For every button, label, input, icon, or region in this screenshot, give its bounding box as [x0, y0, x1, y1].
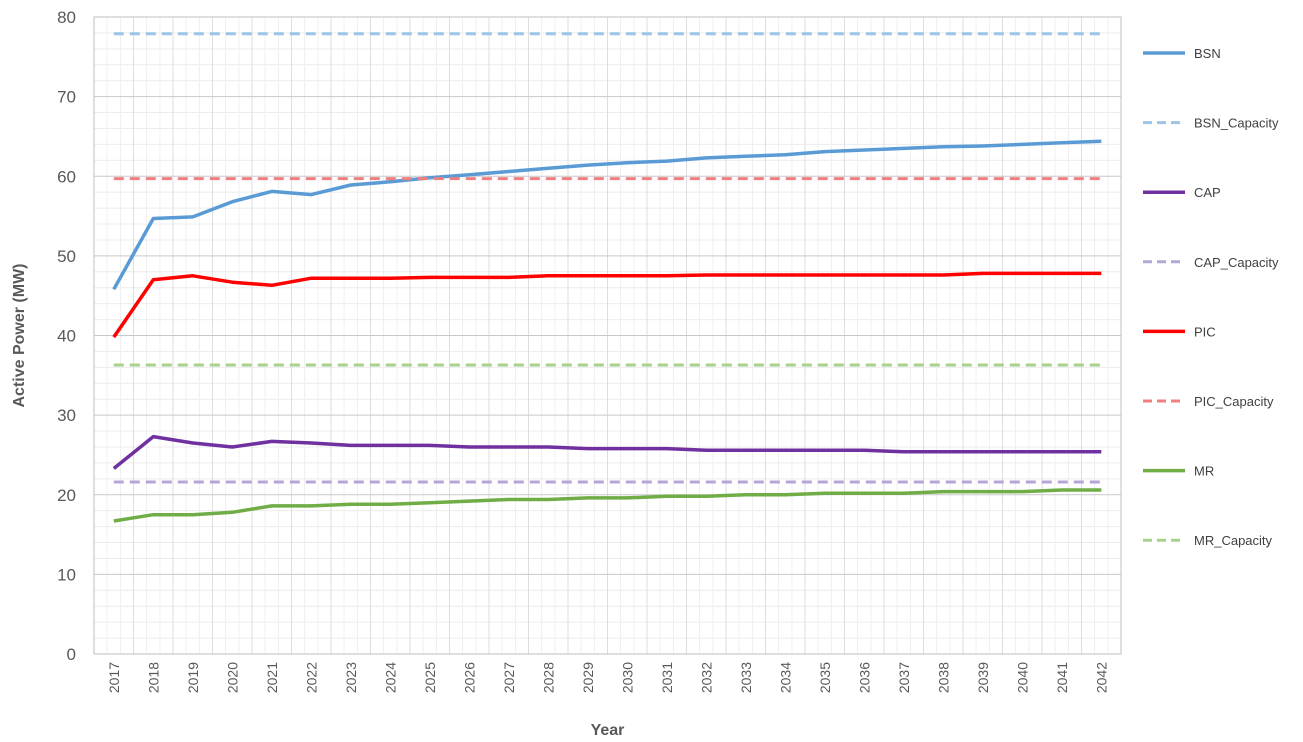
- x-tick-label: 2037: [896, 662, 912, 693]
- x-tick-label: 2022: [303, 662, 319, 693]
- x-axis-tick-labels: 2017 2018 2019 2020 2021 2022 2023 2024 2025 2026…: [106, 662, 1110, 693]
- x-tick-label: 2026: [461, 662, 477, 693]
- x-tick-label: 2023: [343, 662, 359, 693]
- x-tick-label: 2029: [580, 662, 596, 693]
- x-tick-label: 2028: [540, 662, 556, 693]
- x-tick-label: 2019: [185, 662, 201, 693]
- x-axis-title: Year: [591, 722, 625, 739]
- series-line-bsn: [112, 139, 1102, 291]
- series-line-mr: [113, 488, 1102, 523]
- x-tick-label: 2033: [738, 662, 754, 693]
- legend-label: BSN: [1194, 46, 1221, 61]
- legend-item-pic: PIC: [1143, 324, 1216, 339]
- x-tick-label: 2017: [106, 662, 122, 693]
- legend-item-pic-capacity: PIC_Capacity: [1143, 394, 1274, 409]
- legend-label: MR: [1194, 464, 1214, 479]
- legend-label: BSN_Capacity: [1194, 116, 1279, 131]
- y-tick-label: 80: [57, 8, 76, 27]
- y-tick-label: 0: [67, 645, 76, 664]
- legend-label: MR_Capacity: [1194, 533, 1273, 548]
- x-tick-label: 2039: [975, 662, 991, 693]
- series-lines: [112, 32, 1102, 523]
- x-tick-label: 2030: [619, 662, 635, 693]
- legend-item-mr: MR: [1143, 464, 1214, 479]
- legend-item-cap: CAP: [1143, 185, 1221, 200]
- x-tick-label: 2018: [145, 662, 161, 693]
- x-tick-label: 2024: [382, 662, 398, 693]
- x-tick-label: 2027: [501, 662, 517, 693]
- y-axis-tick-labels: 0 10 20 30 40 50 60 70 80: [57, 8, 76, 664]
- x-tick-label: 2041: [1054, 662, 1070, 693]
- x-tick-label: 2034: [777, 662, 793, 693]
- legend-item-mr-capacity: MR_Capacity: [1143, 533, 1273, 548]
- legend-item-cap-capacity: CAP_Capacity: [1143, 255, 1279, 270]
- y-tick-label: 50: [57, 247, 76, 266]
- x-tick-label: 2038: [935, 662, 951, 693]
- series-line-cap: [112, 434, 1102, 470]
- legend-label: PIC_Capacity: [1194, 394, 1274, 409]
- legend: BSN BSN_Capacity CAP CAP_Capacity PIC PIC_Cap…: [1143, 46, 1279, 548]
- series-line-pic: [112, 271, 1102, 339]
- x-tick-label: 2042: [1093, 662, 1109, 693]
- plot-area-frame: [93, 16, 1122, 655]
- x-tick-label: 2040: [1014, 662, 1030, 693]
- x-tick-label: 2035: [817, 662, 833, 693]
- legend-item-bsn-capacity: BSN_Capacity: [1143, 116, 1279, 131]
- y-tick-label: 60: [57, 167, 76, 186]
- x-tick-label: 2020: [224, 662, 240, 693]
- y-tick-label: 20: [57, 486, 76, 505]
- x-tick-label: 2031: [659, 662, 675, 693]
- y-tick-label: 10: [57, 565, 76, 584]
- y-tick-label: 30: [57, 406, 76, 425]
- legend-label: CAP: [1194, 185, 1221, 200]
- x-tick-label: 2021: [264, 662, 280, 693]
- legend-label: PIC: [1194, 324, 1216, 339]
- x-tick-label: 2032: [698, 662, 714, 693]
- legend-item-bsn: BSN: [1143, 46, 1221, 61]
- legend-label: CAP_Capacity: [1194, 255, 1279, 270]
- y-tick-label: 70: [57, 88, 76, 107]
- x-tick-label: 2025: [422, 662, 438, 693]
- x-tick-label: 2036: [856, 662, 872, 693]
- y-tick-label: 40: [57, 327, 76, 346]
- y-axis-title: Active Power (MW): [11, 263, 28, 407]
